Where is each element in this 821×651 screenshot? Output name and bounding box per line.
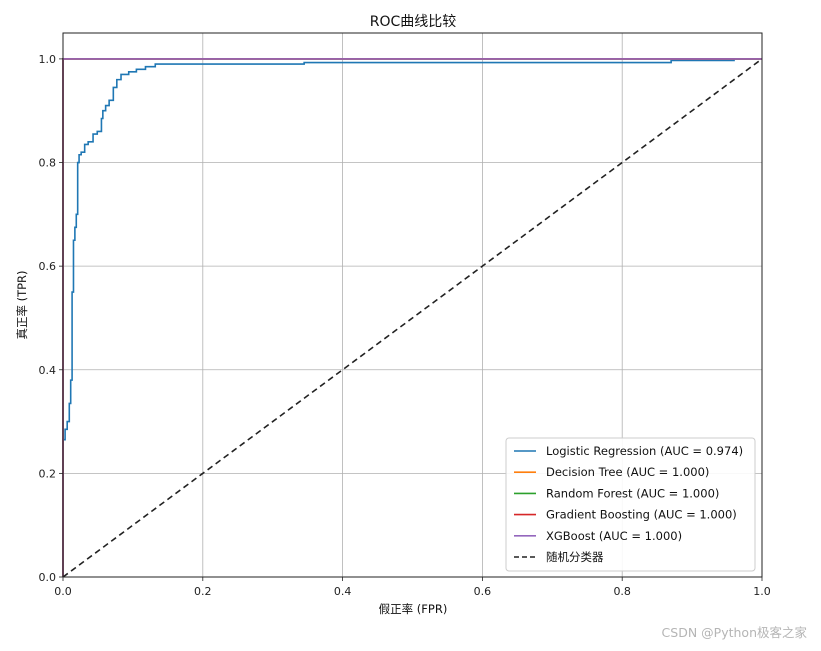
x-tick-label: 0.0 (54, 585, 72, 598)
x-tick-label: 1.0 (753, 585, 771, 598)
legend-label: Random Forest (AUC = 1.000) (546, 486, 719, 500)
y-tick-label: 0.8 (39, 157, 57, 170)
legend-label: Decision Tree (AUC = 1.000) (546, 465, 709, 479)
plot-frame (62, 32, 763, 578)
watermark: CSDN @Python极客之家 (661, 625, 807, 640)
chart-title: ROC曲线比较 (370, 14, 457, 30)
legend-label: 随机分类器 (546, 550, 604, 564)
y-tick-label: 1.0 (39, 53, 57, 66)
series-line (62, 58, 762, 577)
x-tick-label: 0.2 (194, 585, 212, 598)
legend-label: Logistic Regression (AUC = 0.974) (546, 444, 743, 458)
series-line (62, 58, 763, 578)
x-tick-label: 0.4 (334, 585, 352, 598)
x-tick-label: 0.6 (474, 585, 492, 598)
y-tick-label: 0.0 (39, 571, 57, 584)
legend-box (505, 437, 756, 572)
x-axis-label: 假正率 (FPR) (379, 602, 448, 616)
ticks: 0.0 0.2 0.4 0.6 0.8 1.0 0.0 0.2 0.4 0.6 0.8 1.0 (39, 53, 771, 598)
legend: Logistic Regression (AUC = 0.974) Decisio… (505, 437, 756, 572)
y-tick-label: 0.4 (39, 364, 57, 377)
y-tick-label: 0.2 (39, 467, 57, 480)
legend-label: Gradient Boosting (AUC = 1.000) (546, 508, 737, 522)
x-tick-label: 0.8 (613, 585, 631, 598)
y-axis-label: 真正率 (TPR) (15, 270, 29, 339)
legend-label: XGBoost (AUC = 1.000) (546, 529, 682, 543)
y-tick-label: 0.6 (39, 260, 57, 273)
